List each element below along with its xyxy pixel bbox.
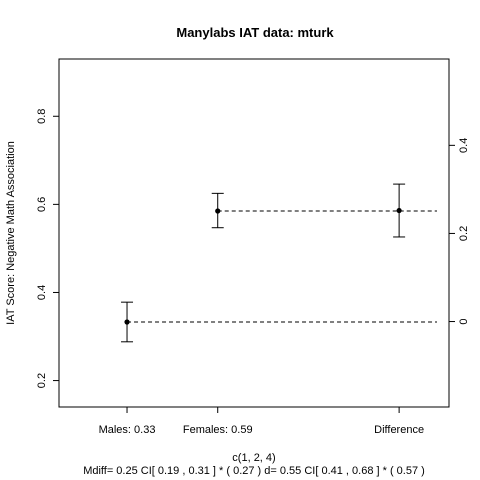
reference-lines xyxy=(127,210,437,323)
data-point-group xyxy=(121,301,134,343)
chart-title: Manylabs IAT data: mturk xyxy=(176,25,334,40)
data-point xyxy=(396,207,402,214)
right-tick-label: 0 xyxy=(458,318,470,324)
data-points xyxy=(121,183,406,343)
left-tick-label: 0.8 xyxy=(36,109,48,124)
right-tick-label: 0.4 xyxy=(458,138,470,153)
right-tick-label: 0.2 xyxy=(458,226,470,241)
y-axis-label: IAT Score: Negative Math Association xyxy=(5,141,17,325)
data-point xyxy=(215,208,221,214)
left-axis: 0.2 0.4 0.6 0.8 xyxy=(36,109,60,388)
x-tick-label: Males: 0.33 xyxy=(99,424,156,436)
right-axis: 0 0.2 0.4 xyxy=(448,138,470,325)
data-point-group xyxy=(211,192,224,229)
x-tick-label: Females: 0.59 xyxy=(183,424,253,436)
left-tick-label: 0.6 xyxy=(36,197,48,212)
x-tick-label: Difference xyxy=(374,424,424,436)
data-point-group xyxy=(393,183,406,238)
x-axis-label: c(1, 2, 4) xyxy=(232,452,275,464)
x-axis: Males: 0.33 Females: 0.59 Difference xyxy=(99,406,424,436)
data-point xyxy=(124,319,130,325)
plot-frame xyxy=(58,58,450,408)
left-tick-label: 0.4 xyxy=(36,285,48,300)
chart-subtitle: Mdiff= 0.25 CI[ 0.19 , 0.31 ] * ( 0.27 )… xyxy=(83,465,425,477)
left-tick-label: 0.2 xyxy=(36,373,48,388)
